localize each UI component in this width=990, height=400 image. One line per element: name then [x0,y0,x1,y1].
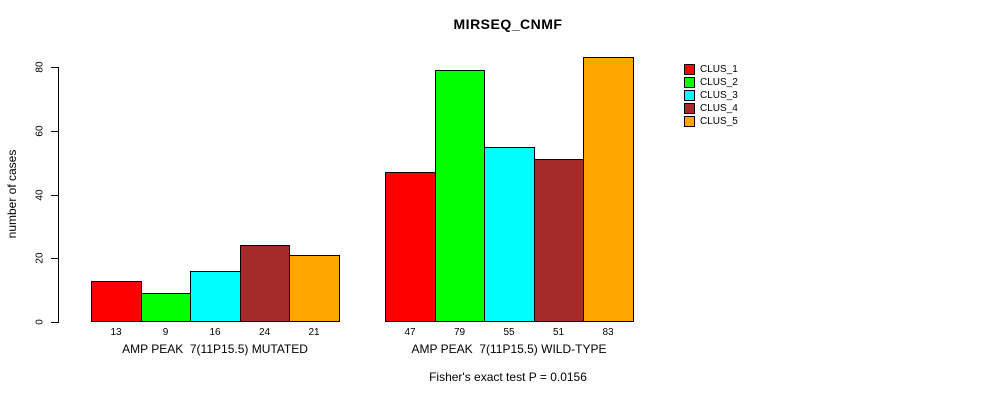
bar [435,70,485,322]
bar [141,293,191,322]
y-axis-tick [51,195,58,196]
bar-value-label: 51 [552,327,565,338]
legend-item: CLUS_3 [684,89,738,102]
group-label: AMP PEAK 7(11P15.5) MUTATED [122,342,308,356]
legend: CLUS_1 CLUS_2 CLUS_3 CLUS_4 CLUS_5 [684,63,738,128]
legend-label: CLUS_2 [700,77,738,88]
y-axis-tick-label: 80 [34,61,46,73]
y-axis-tick [51,322,58,323]
bar [190,271,241,322]
bar-value-label: 55 [503,327,515,338]
legend-label: CLUS_4 [700,103,738,114]
legend-swatch [684,64,695,75]
bar [583,57,634,322]
legend-item: CLUS_4 [684,102,738,115]
bar-value-label: 79 [453,327,466,338]
bar [534,159,584,322]
y-axis-tick-label: 0 [34,319,46,325]
bar-value-label: 9 [162,327,169,338]
legend-label: CLUS_1 [700,64,738,75]
y-axis-tick-label: 60 [34,125,46,137]
group-label: AMP PEAK 7(11P15.5) WILD-TYPE [411,342,607,356]
y-axis-tick [51,67,58,68]
legend-label: CLUS_5 [700,116,738,127]
bar-value-label: 24 [258,327,271,338]
legend-swatch [684,103,695,114]
legend-item: CLUS_2 [684,76,738,89]
y-axis-label: number of cases [5,149,19,239]
y-axis-tick [51,131,58,132]
bar-value-label: 13 [110,327,122,338]
legend-item: CLUS_5 [684,115,738,128]
bar [484,147,535,322]
legend-item: CLUS_1 [684,63,738,76]
y-axis-tick-label: 20 [34,252,46,264]
y-axis-tick [51,258,58,259]
chart-title: MIRSEQ_CNMF [453,16,563,32]
caption: Fisher's exact test P = 0.0156 [429,370,587,384]
bar [289,255,340,322]
legend-swatch [684,77,695,88]
bar-value-label: 83 [602,327,614,338]
bar-value-label: 16 [209,327,221,338]
bar-value-label: 21 [308,327,320,338]
y-axis-line [58,67,59,323]
bar [240,245,290,322]
bar [91,281,142,322]
y-axis-tick-label: 40 [34,189,46,201]
legend-swatch [684,90,695,101]
legend-label: CLUS_3 [700,90,738,101]
bar-value-label: 47 [404,327,416,338]
bar [385,172,436,322]
legend-swatch [684,116,695,127]
